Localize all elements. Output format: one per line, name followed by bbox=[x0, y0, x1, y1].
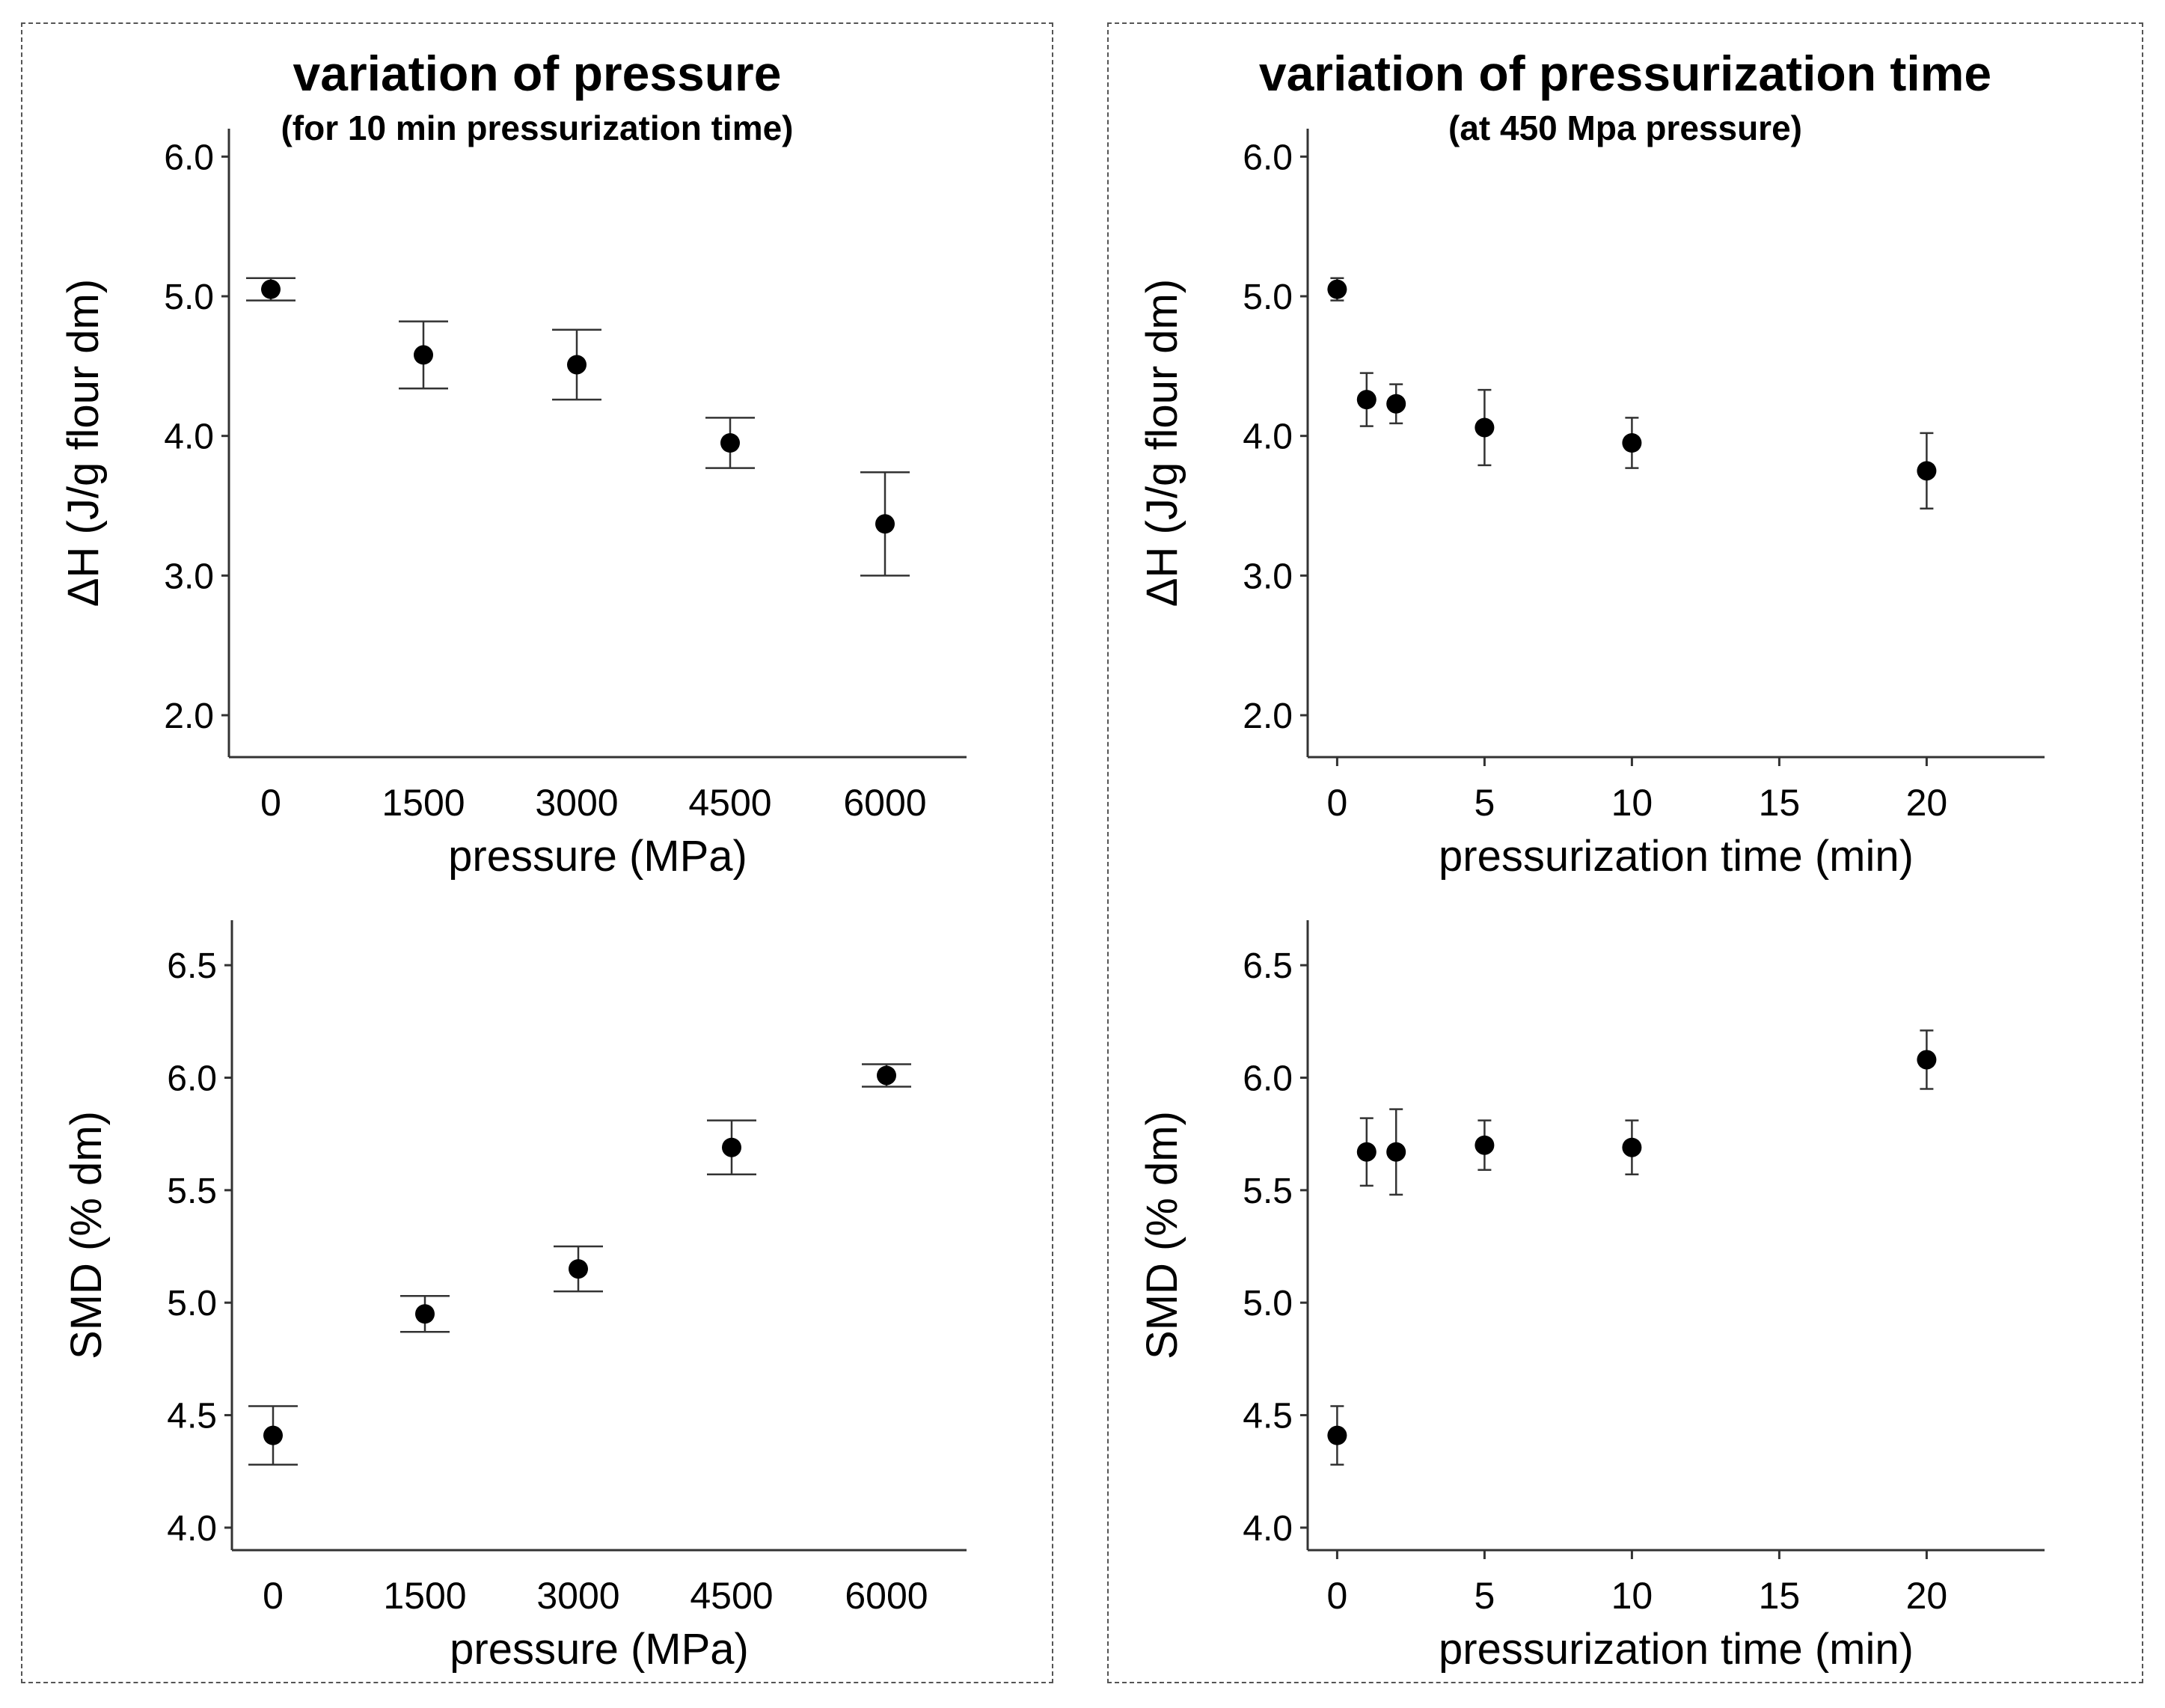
x-tick-label: 10 bbox=[1611, 1575, 1653, 1617]
y-axis-title: SMD (% dm) bbox=[1138, 1111, 1186, 1359]
data-point bbox=[1356, 390, 1377, 410]
x-tick-label: 5 bbox=[1474, 782, 1495, 824]
data-point bbox=[1475, 417, 1495, 438]
y-tick-label: 2.0 bbox=[164, 697, 214, 736]
x-tick-label: 6000 bbox=[845, 1575, 928, 1617]
y-tick-label: 4.5 bbox=[167, 1397, 217, 1436]
y-tick-label: 4.0 bbox=[164, 417, 214, 457]
y-tick-label: 5.5 bbox=[1243, 1172, 1293, 1211]
x-tick-label: 15 bbox=[1759, 782, 1801, 824]
x-tick-label: 15 bbox=[1759, 1575, 1801, 1617]
data-point bbox=[1356, 1142, 1377, 1162]
data-point bbox=[263, 1425, 283, 1445]
y-tick-label: 4.0 bbox=[167, 1509, 217, 1549]
x-tick-label: 3000 bbox=[535, 782, 618, 824]
data-point bbox=[722, 1137, 741, 1157]
data-point bbox=[569, 1259, 588, 1279]
data-point bbox=[1622, 433, 1642, 453]
data-point bbox=[1386, 394, 1406, 414]
y-tick-label: 5.5 bbox=[167, 1172, 217, 1211]
x-tick-label: 20 bbox=[1906, 1575, 1948, 1617]
data-point bbox=[415, 1304, 435, 1324]
x-axis-title: pressurization time (min) bbox=[1439, 832, 1914, 881]
y-tick-label: 4.0 bbox=[1243, 417, 1293, 457]
y-tick-label: 5.0 bbox=[167, 1284, 217, 1323]
chart-smd-time: 4.0 4.5 5.0 5.5 6.0 6.5 0 5 10 15 20 pressurization… bbox=[1138, 920, 2045, 1674]
data-point bbox=[1622, 1137, 1642, 1157]
x-axis-title: pressure (MPa) bbox=[448, 832, 747, 881]
y-tick-label: 6.0 bbox=[1243, 1059, 1293, 1099]
data-point bbox=[261, 279, 281, 299]
chart-dh-time: 2.0 3.0 4.0 5.0 6.0 0 5 10 15 20 pressurization ti… bbox=[1138, 129, 2045, 881]
right-panel-subtitle: (at 450 Mpa pressure) bbox=[1448, 108, 1802, 147]
x-tick-label: 0 bbox=[1326, 1575, 1347, 1617]
y-axis-title: SMD (% dm) bbox=[62, 1111, 111, 1359]
x-tick-label: 3000 bbox=[536, 1575, 619, 1617]
data-point bbox=[877, 1065, 896, 1086]
right-panel-frame: variation of pressurization time (at 450… bbox=[1107, 22, 2143, 1683]
y-tick-label: 6.0 bbox=[164, 138, 214, 177]
chart-dh-pressure: 2.0 3.0 4.0 5.0 6.0 0 1500 3000 4500 6000 pressure… bbox=[59, 129, 967, 881]
x-tick-label: 20 bbox=[1906, 782, 1948, 824]
data-point bbox=[1475, 1135, 1495, 1155]
x-tick-label: 1500 bbox=[383, 1575, 466, 1617]
left-panel-title: variation of pressure bbox=[293, 46, 782, 101]
data-point bbox=[875, 514, 895, 534]
data-point bbox=[1917, 461, 1937, 481]
chart-smd-pressure: 4.0 4.5 5.0 5.5 6.0 6.5 0 1500 3000 4500 6000 press… bbox=[62, 920, 967, 1674]
y-tick-label: 6.0 bbox=[1243, 138, 1293, 177]
y-tick-label: 3.0 bbox=[164, 557, 214, 596]
data-point bbox=[720, 433, 740, 453]
x-tick-label: 4500 bbox=[690, 1575, 773, 1617]
y-tick-label: 4.5 bbox=[1243, 1397, 1293, 1436]
left-panel-subtitle: (for 10 min pressurization time) bbox=[281, 108, 794, 147]
y-tick-label: 5.0 bbox=[1243, 1284, 1293, 1323]
x-tick-label: 0 bbox=[1326, 782, 1347, 824]
left-panel-frame: variation of pressure (for 10 min pressu… bbox=[21, 22, 1053, 1683]
y-tick-label: 6.5 bbox=[1243, 946, 1293, 986]
data-point bbox=[414, 345, 433, 365]
y-tick-label: 4.0 bbox=[1243, 1509, 1293, 1549]
y-tick-label: 6.0 bbox=[167, 1059, 217, 1099]
y-tick-label: 6.5 bbox=[167, 946, 217, 986]
right-panel-title: variation of pressurization time bbox=[1258, 46, 1992, 101]
x-axis-title: pressure (MPa) bbox=[450, 1625, 749, 1674]
y-axis-title: ΔH (J/g flour dm) bbox=[1138, 279, 1186, 607]
data-point bbox=[1917, 1050, 1937, 1070]
x-tick-label: 0 bbox=[263, 1575, 284, 1617]
x-tick-label: 0 bbox=[260, 782, 281, 824]
x-tick-label: 10 bbox=[1611, 782, 1653, 824]
y-tick-label: 3.0 bbox=[1243, 557, 1293, 596]
x-tick-label: 5 bbox=[1474, 1575, 1495, 1617]
y-axis-title: ΔH (J/g flour dm) bbox=[59, 279, 108, 607]
data-point bbox=[1327, 1425, 1347, 1445]
x-tick-label: 4500 bbox=[688, 782, 771, 824]
y-tick-label: 2.0 bbox=[1243, 697, 1293, 736]
data-point bbox=[567, 355, 587, 375]
data-point bbox=[1386, 1142, 1406, 1162]
y-tick-label: 5.0 bbox=[164, 278, 214, 317]
x-tick-label: 6000 bbox=[843, 782, 926, 824]
data-point bbox=[1327, 279, 1347, 299]
x-axis-title: pressurization time (min) bbox=[1439, 1625, 1914, 1674]
x-tick-label: 1500 bbox=[382, 782, 465, 824]
y-tick-label: 5.0 bbox=[1243, 278, 1293, 317]
